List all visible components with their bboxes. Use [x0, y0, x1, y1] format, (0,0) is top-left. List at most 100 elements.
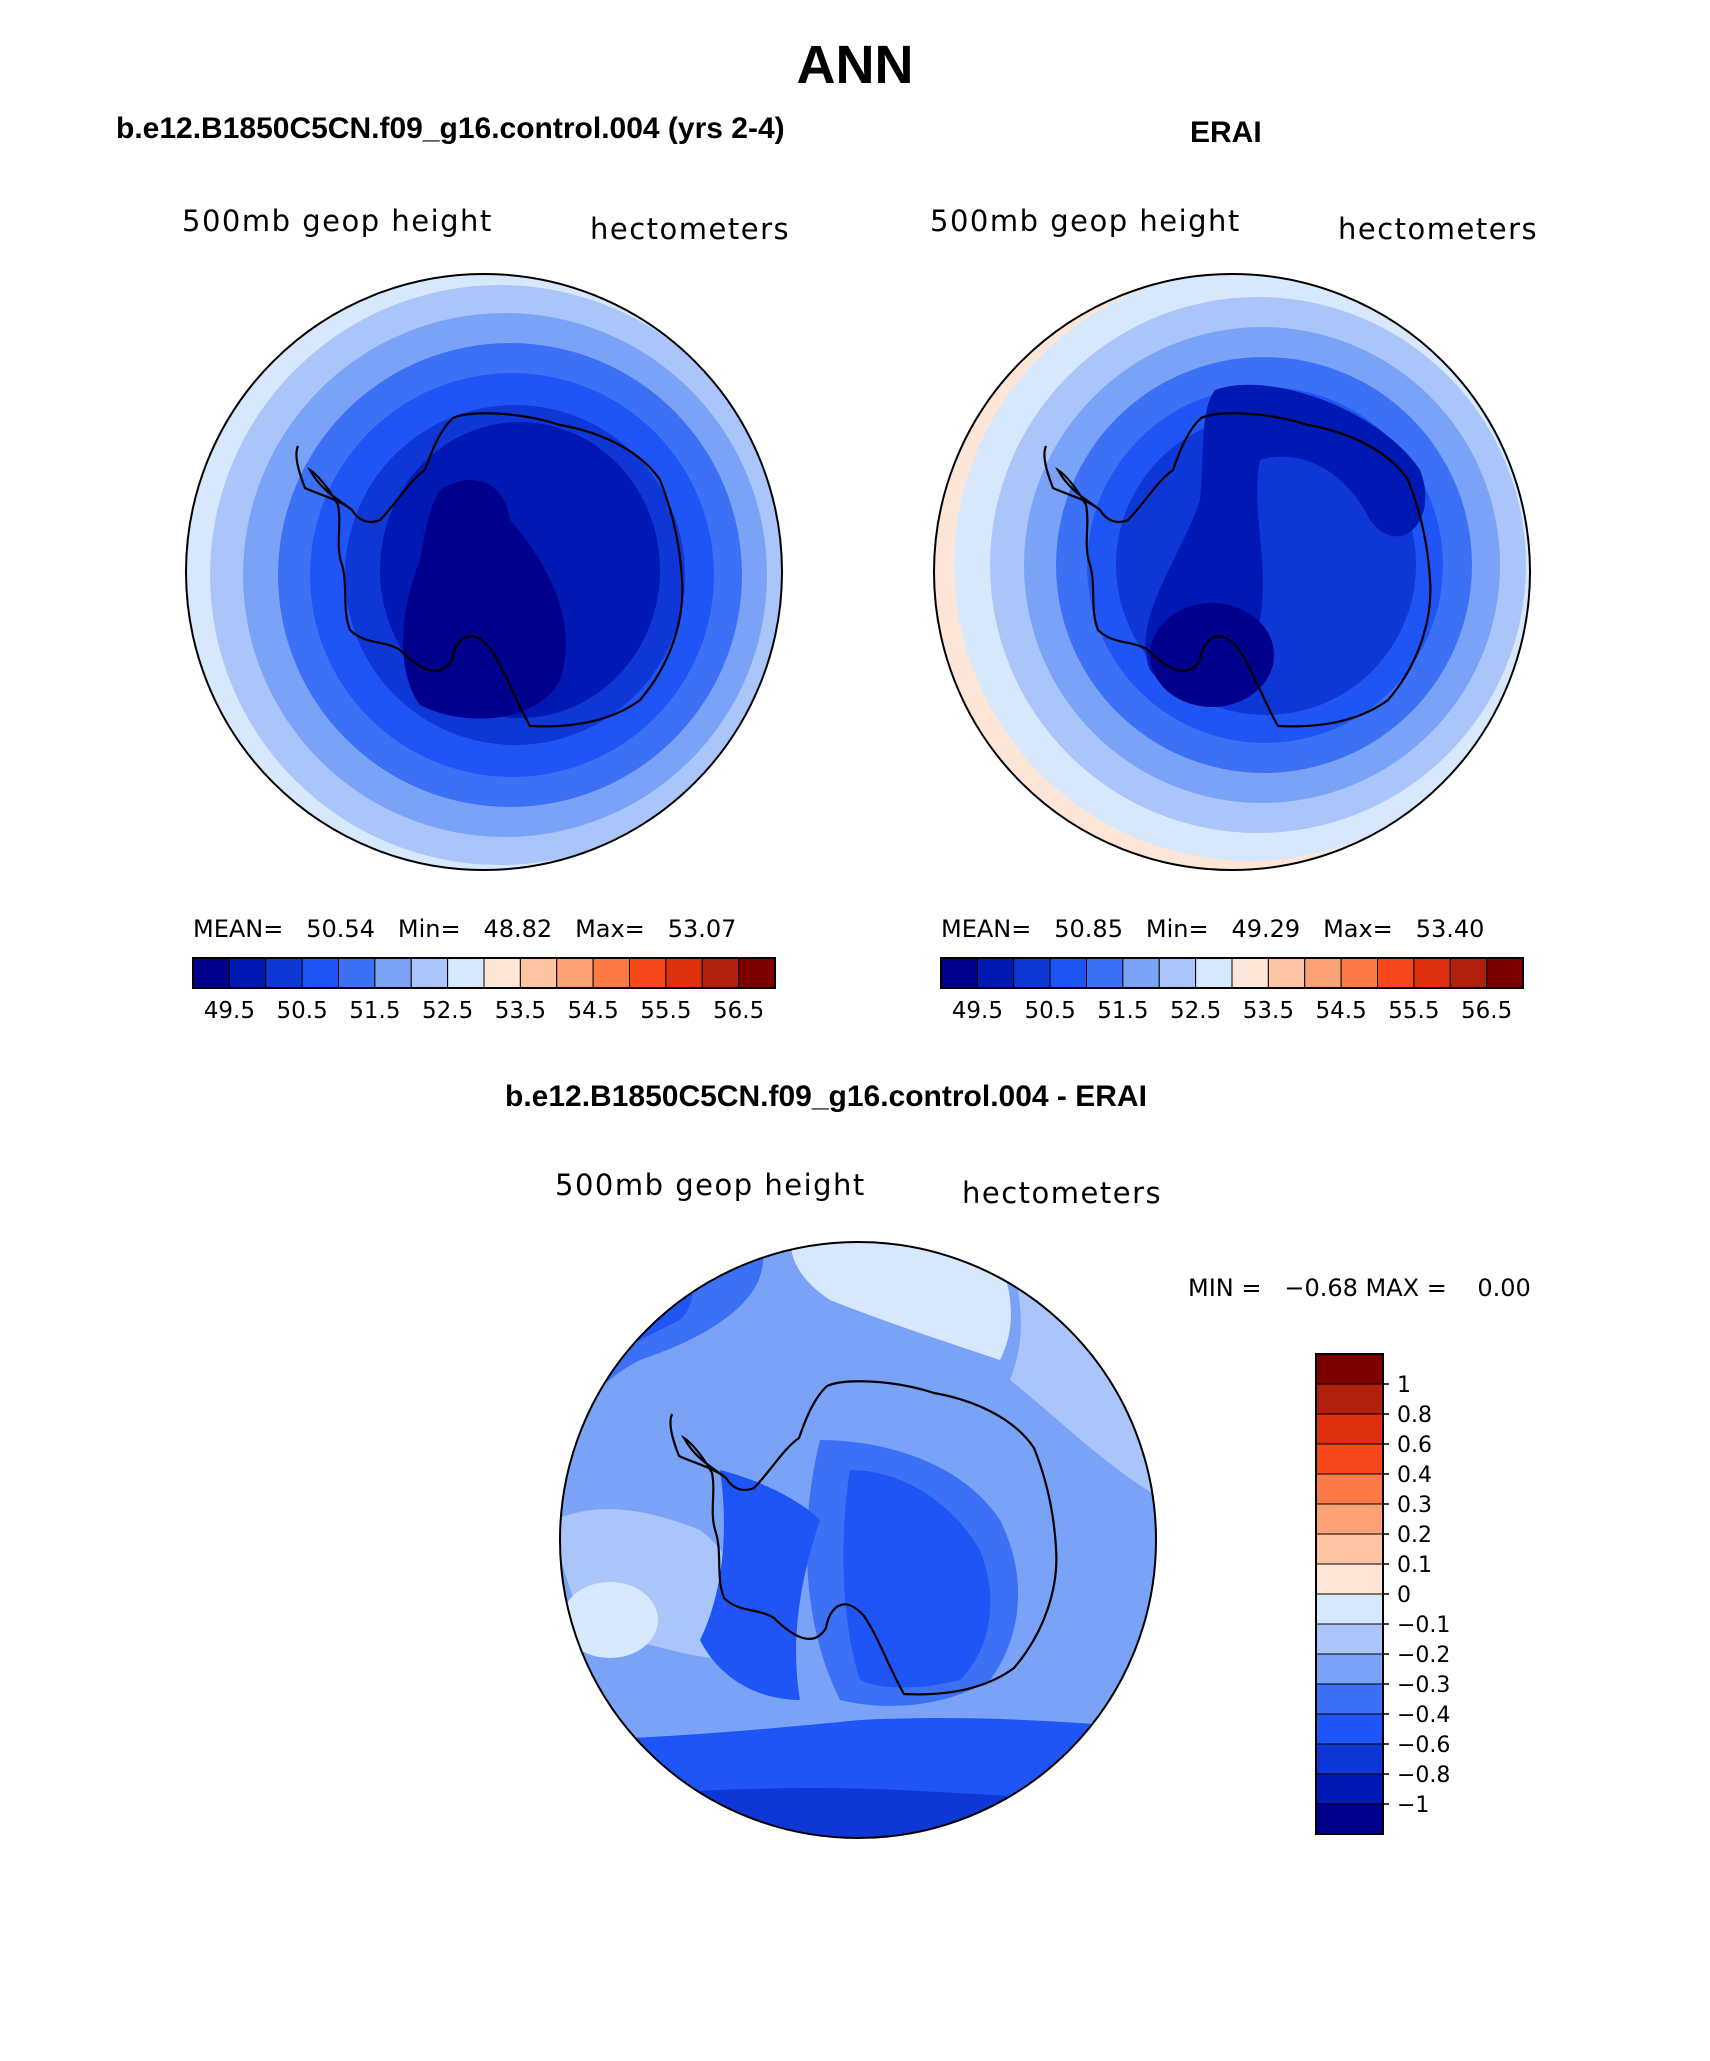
- colorbar-tick-label: 56.5: [1461, 998, 1512, 1024]
- colorbar-tick-label: 0.1: [1397, 1553, 1432, 1578]
- colorbar-swatch: [338, 957, 376, 989]
- colorbar-swatch: [1377, 957, 1415, 989]
- difference-map-border: [559, 1241, 1157, 1839]
- colorbar-tick-label: 53.5: [495, 998, 546, 1024]
- colorbar-swatch: [1315, 1443, 1384, 1475]
- antarctica-coastline: [681, 1380, 1058, 1696]
- colorbar-swatch: [1122, 957, 1160, 989]
- colorbar-tick-label: 1: [1397, 1373, 1411, 1398]
- colorbar-tick-label: 0.8: [1397, 1403, 1432, 1428]
- colorbar-tick-label: 51.5: [1097, 998, 1148, 1024]
- colorbar-swatch: [1315, 1563, 1384, 1595]
- colorbar-swatch: [1340, 957, 1378, 989]
- colorbar-tick-label: 51.5: [349, 998, 400, 1024]
- colorbar-tick-label: 53.5: [1243, 998, 1294, 1024]
- colorbar-swatch: [1315, 1353, 1384, 1385]
- colorbar-tick-label: 0.6: [1397, 1433, 1432, 1458]
- obs-panel-title: ERAI: [1190, 116, 1262, 149]
- difference-variable-label: 500mb geop height: [555, 1168, 866, 1202]
- colorbar-tick-label: 55.5: [1388, 998, 1439, 1024]
- colorbar-tick-label: −0.4: [1397, 1703, 1450, 1728]
- model-variable-label: 500mb geop height: [182, 204, 493, 238]
- colorbar-swatch: [1315, 1653, 1384, 1685]
- obs-map-border: [933, 273, 1531, 871]
- colorbar-swatch: [1315, 1533, 1384, 1565]
- colorbar-swatch: [265, 957, 303, 989]
- colorbar-tick-label: 0: [1397, 1583, 1411, 1608]
- colorbar-swatch: [301, 957, 339, 989]
- model-units-label: hectometers: [590, 212, 791, 246]
- colorbar-swatch: [1315, 1773, 1384, 1805]
- page-title: ANN: [796, 35, 914, 95]
- obs-stats: MEAN= 50.85 Min= 49.29 Max= 53.40: [941, 915, 1484, 943]
- colorbar-swatch: [1158, 957, 1197, 989]
- difference-colorbar: 1 0.8 0.6 0.4 0.3 0.2 0.1 0 −0.1 −0.2 −0.3 −0.4 −0.6…: [1315, 1353, 1450, 1835]
- colorbar-swatch: [940, 957, 978, 989]
- colorbar-swatch: [1315, 1743, 1384, 1775]
- colorbar-tick-label: 0.4: [1397, 1463, 1432, 1488]
- colorbar-swatch: [1086, 957, 1124, 989]
- antarctic-peninsula: [669, 1413, 727, 1479]
- colorbar-tick-label: 0.2: [1397, 1523, 1432, 1548]
- antarctica-coastline: [1055, 412, 1432, 728]
- colorbar-swatch: [519, 957, 558, 989]
- colorbar-swatch: [1304, 957, 1342, 989]
- colorbar-tick-label: 52.5: [1170, 998, 1221, 1024]
- colorbar-swatch: [447, 957, 485, 989]
- colorbar-swatch: [374, 957, 412, 989]
- colorbar-swatch: [483, 957, 521, 989]
- colorbar-tick-label: 49.5: [952, 998, 1003, 1024]
- obs-variable-label: 500mb geop height: [930, 204, 1241, 238]
- colorbar-swatch: [701, 957, 740, 989]
- colorbar-tick-label: 0.3: [1397, 1493, 1432, 1518]
- min-label: Min=: [1145, 915, 1209, 943]
- colorbar-swatch: [592, 957, 630, 989]
- colorbar-tick-label: −0.8: [1397, 1763, 1450, 1788]
- colorbar-swatch: [1315, 1623, 1384, 1655]
- difference-units-label: hectometers: [962, 1176, 1163, 1210]
- colorbar-swatch: [1413, 957, 1451, 989]
- model-map-border: [185, 273, 783, 871]
- colorbar-swatch: [228, 957, 267, 989]
- obs-polar-map: [934, 274, 1530, 870]
- colorbar-tick-label: 54.5: [1316, 998, 1367, 1024]
- colorbar-tick-label: 49.5: [204, 998, 255, 1024]
- colorbar-swatch: [1195, 957, 1233, 989]
- mean-value: 50.85: [1054, 915, 1123, 943]
- model-stats: MEAN= 50.54 Min= 48.82 Max= 53.07: [193, 915, 736, 943]
- colorbar-tick-label: 56.5: [713, 998, 764, 1024]
- colorbar-tick-label: 54.5: [568, 998, 619, 1024]
- min-value: 49.29: [1231, 915, 1301, 943]
- colorbar-swatch: [1315, 1413, 1384, 1445]
- colorbar-swatch: [410, 957, 449, 989]
- colorbar-tick-label: 50.5: [277, 998, 328, 1024]
- colorbar-swatch: [1486, 957, 1524, 989]
- colorbar-swatch: [1315, 1803, 1384, 1835]
- colorbar-swatch: [556, 957, 594, 989]
- difference-panel-title: b.e12.B1850C5CN.f09_g16.control.004 - ER…: [505, 1080, 1147, 1113]
- colorbar-swatch: [1315, 1473, 1384, 1505]
- mean-value: 50.54: [306, 915, 375, 943]
- difference-minmax: MIN = −0.68 MAX = 0.00: [1188, 1274, 1531, 1302]
- colorbar-swatch: [1315, 1593, 1384, 1625]
- model-polar-map: [186, 274, 782, 870]
- colorbar-tick-label: −0.6: [1397, 1733, 1450, 1758]
- colorbar-swatch: [629, 957, 667, 989]
- mean-label: MEAN=: [941, 915, 1032, 943]
- max-value: 53.40: [1415, 915, 1485, 943]
- model-colorbar: 49.5 50.5 51.5 52.5 53.5 54.5 55.5 56.5: [192, 957, 776, 1024]
- colorbar-tick-label: −1: [1397, 1793, 1429, 1818]
- antarctic-peninsula: [295, 445, 353, 511]
- obs-colorbar: 49.5 50.5 51.5 52.5 53.5 54.5 55.5 56.5: [940, 957, 1524, 1024]
- min-value: 48.82: [483, 915, 553, 943]
- colorbar-swatch: [1267, 957, 1306, 989]
- colorbar-swatch: [1315, 1383, 1384, 1415]
- colorbar-swatch: [1049, 957, 1087, 989]
- colorbar-tick-label: −0.3: [1397, 1673, 1450, 1698]
- model-panel-title: b.e12.B1850C5CN.f09_g16.control.004 (yrs…: [116, 112, 785, 145]
- colorbar-swatch: [976, 957, 1015, 989]
- max-label: Max=: [1323, 915, 1393, 943]
- colorbar-swatch: [1013, 957, 1051, 989]
- difference-polar-map: [560, 1242, 1156, 1838]
